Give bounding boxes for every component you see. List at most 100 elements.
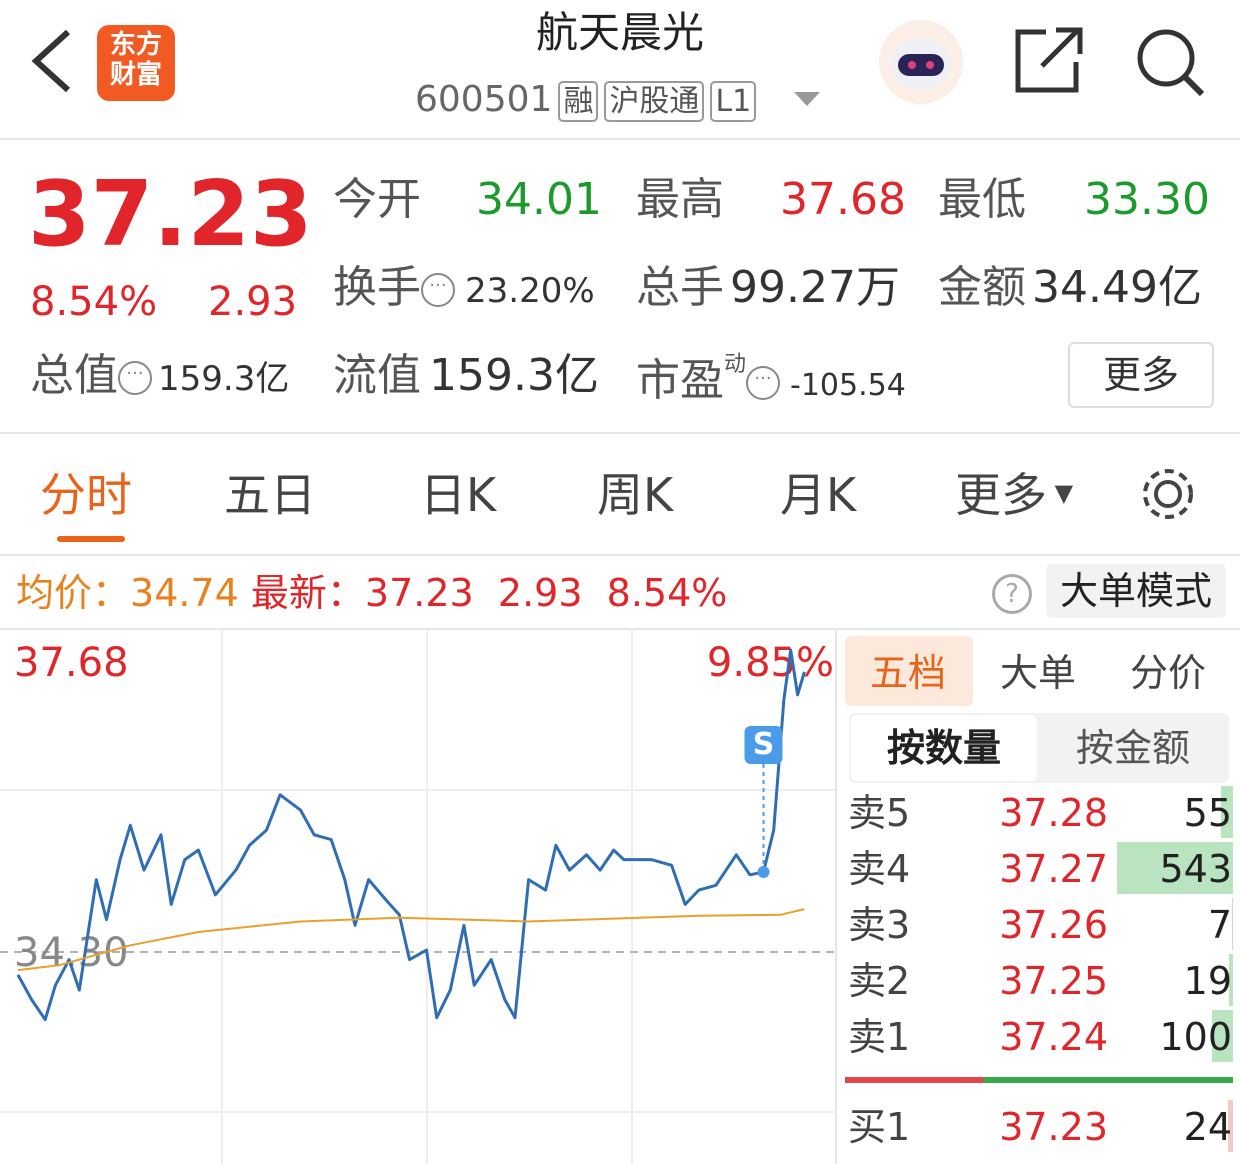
level-qty: 55 — [1183, 791, 1232, 835]
stat-row: 换手 ··· 23.20% — [333, 266, 595, 310]
qty-bar — [1221, 786, 1233, 838]
stat-label: 市盈 — [636, 355, 724, 406]
level-price: 37.28 — [999, 791, 1108, 835]
stat-value: 37.68 — [780, 174, 906, 225]
change: 2.93 — [497, 571, 583, 615]
qty-bar — [1231, 898, 1233, 950]
stat-value: 34.01 — [476, 174, 602, 225]
settings-icon[interactable] — [1136, 462, 1200, 526]
assistant-icon[interactable] — [876, 18, 966, 106]
tab-label: 更多 — [955, 468, 1047, 522]
info-icon[interactable]: ··· — [118, 361, 152, 395]
info-bar: 均价：34.74 最新：37.23 2.93 8.54% — [16, 574, 727, 612]
tab-indicator — [57, 536, 125, 542]
divider — [0, 628, 1240, 630]
last-value: 37.23 — [364, 571, 474, 615]
dropdown-arrow[interactable] — [794, 90, 822, 108]
stat-label: 最低 — [938, 174, 1026, 225]
tag: L1 — [710, 81, 757, 122]
level-qty: 24 — [1183, 1105, 1232, 1149]
qty-bar — [1117, 842, 1233, 894]
stat-value: 34.49亿 — [1032, 262, 1202, 313]
book-tab[interactable]: 分价 — [1130, 651, 1207, 695]
signal-badge — [744, 726, 783, 764]
more-button[interactable]: 更多 — [1068, 342, 1214, 408]
level-side: 卖5 — [848, 791, 911, 835]
tab[interactable]: 月K — [780, 468, 857, 522]
qty-bar — [1211, 1010, 1233, 1062]
divider — [0, 554, 1240, 556]
tab[interactable]: 五日 — [224, 468, 316, 522]
price: 37.23 — [28, 162, 313, 267]
stat-label: 今开 — [333, 174, 421, 225]
stat-row: 市盈动··· -105.54 — [636, 354, 906, 403]
tab[interactable]: 分时 — [40, 468, 132, 522]
info-icon[interactable]: ··· — [421, 273, 455, 307]
level-qty: 7 — [1207, 903, 1232, 947]
stat-row: 金额 34.49亿 — [938, 266, 1202, 310]
level-price: 37.26 — [999, 903, 1108, 947]
level-side: 买1 — [848, 1105, 911, 1149]
level-qty: 19 — [1183, 959, 1232, 1003]
divider — [0, 432, 1240, 434]
stat-label: 最高 — [636, 174, 724, 225]
divider — [0, 138, 1240, 140]
tag: 融 — [558, 81, 599, 122]
level-side: 卖1 — [848, 1015, 911, 1059]
change-pct: 8.54% — [606, 571, 728, 615]
stat-label: 金额 — [938, 262, 1026, 313]
book-tab[interactable]: 五档 — [870, 651, 947, 695]
back-button[interactable] — [28, 28, 74, 94]
price-line — [16, 648, 806, 1022]
stat-label: 总手 — [636, 262, 724, 313]
book-subtab[interactable]: 按数量 — [851, 715, 1037, 781]
stat-value: 33.30 — [1084, 174, 1210, 225]
stat-value: 99.27万 — [730, 262, 900, 313]
tab[interactable]: 更多 ▼ — [955, 468, 1074, 522]
signal-point — [757, 865, 770, 878]
avg-line — [17, 908, 805, 972]
stat-label: 流值 — [333, 350, 421, 401]
y2-tick-label: 9.85% — [707, 640, 834, 686]
search-icon[interactable] — [1134, 26, 1208, 96]
stat-value: -105.54 — [790, 368, 906, 403]
level-side: 卖4 — [848, 847, 911, 891]
avg-label: 均价： — [16, 571, 131, 615]
avg-value: 34.74 — [130, 571, 239, 615]
logo-text: 东方 — [109, 30, 162, 60]
ratio-bar-buy — [983, 1077, 1233, 1083]
change: 2.93 — [208, 279, 298, 325]
logo[interactable]: 东方 财富 — [97, 25, 175, 101]
stat-row: 流值 159.3亿 — [333, 354, 599, 398]
level-price: 37.27 — [999, 847, 1108, 891]
tab[interactable]: 周K — [597, 468, 674, 522]
big-order-button[interactable]: 大单模式 — [1046, 564, 1226, 618]
logo-text: 财富 — [109, 60, 162, 90]
tab[interactable]: 日K — [420, 468, 497, 522]
level-side: 卖3 — [848, 903, 911, 947]
stat-label: 换手 — [333, 262, 421, 313]
last-label: 最新： — [250, 571, 365, 615]
stat-label: 总值 — [30, 350, 118, 401]
change-pct: 8.54% — [30, 279, 158, 325]
stock-code-row: 600501 融沪股通 L1 — [415, 79, 757, 122]
qty-bar — [1228, 954, 1233, 1006]
stat-row: 总手 99.27万 — [636, 266, 900, 310]
stat-value: 159.3亿 — [429, 350, 599, 401]
book-tab[interactable]: 大单 — [1000, 651, 1077, 695]
level-qty: 543 — [1159, 847, 1232, 891]
book-subtab[interactable]: 按金额 — [1075, 726, 1190, 770]
stock-code: 600501 — [415, 79, 553, 120]
share-icon[interactable] — [1012, 26, 1086, 96]
tab-bg — [845, 636, 973, 706]
stat-sup: 动 — [724, 352, 747, 377]
level-side: 卖2 — [848, 959, 911, 1003]
stock-name: 航天晨光 — [535, 8, 704, 57]
help-icon[interactable]: ? — [992, 574, 1032, 614]
stat-value: 159.3亿 — [158, 359, 290, 399]
ratio-bar-sell — [845, 1077, 983, 1083]
info-icon[interactable]: ··· — [746, 366, 781, 400]
level-price: 37.23 — [999, 1105, 1108, 1149]
